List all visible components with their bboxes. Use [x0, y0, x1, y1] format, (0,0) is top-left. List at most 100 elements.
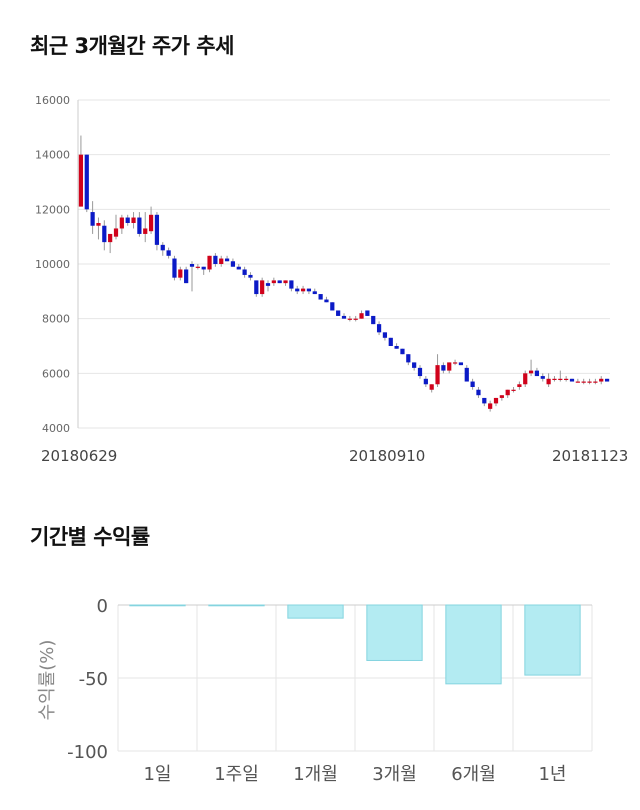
- period-return-title: 기간별 수익률: [30, 525, 150, 549]
- candle-body: [90, 212, 95, 226]
- candle-body: [336, 310, 341, 316]
- candle-body: [376, 324, 382, 333]
- candle-body: [154, 214, 160, 245]
- price-tick-label: 8000: [42, 313, 70, 326]
- candle-body: [213, 255, 218, 264]
- candle-body: [558, 378, 563, 380]
- candle-body: [119, 217, 124, 229]
- candle-body: [242, 269, 247, 275]
- return-category-label: 1개월: [293, 764, 338, 785]
- candle-body: [517, 384, 522, 387]
- return-bar: [445, 604, 502, 685]
- candle-body: [254, 280, 259, 295]
- return-category-label: 3개월: [372, 764, 417, 785]
- candle-body: [564, 378, 569, 380]
- candle-body: [236, 266, 241, 270]
- candle-body: [423, 378, 428, 385]
- candle-body: [172, 258, 177, 278]
- candle-body: [341, 315, 347, 319]
- candle-body: [429, 384, 434, 390]
- candle-body: [248, 274, 253, 278]
- candle-body: [523, 373, 528, 385]
- candle-body: [330, 302, 335, 311]
- return-tick-label: -50: [79, 669, 108, 690]
- return-bar: [524, 604, 581, 676]
- candle-body: [587, 381, 592, 383]
- candle-body: [493, 397, 499, 404]
- date-tick-label: 20180910: [349, 447, 425, 465]
- date-tick-label: 20181123: [552, 447, 628, 465]
- candle-body: [511, 389, 516, 391]
- candle-body: [224, 258, 230, 262]
- price-tick-label: 14000: [35, 149, 70, 162]
- candle-body: [604, 378, 610, 382]
- candle-body: [219, 258, 224, 264]
- candle-body: [277, 280, 282, 284]
- candle-body: [260, 280, 265, 295]
- candle-body: [552, 378, 557, 380]
- candle-body: [318, 294, 323, 300]
- candle-body: [417, 367, 423, 377]
- return-category-label: 1주일: [214, 764, 259, 785]
- candle-body: [312, 291, 317, 295]
- return-y-axis-label: 수익률(%): [37, 640, 58, 721]
- candle-body: [137, 217, 142, 234]
- candle-body: [441, 365, 446, 371]
- candle-body: [546, 378, 551, 385]
- candle-body: [435, 365, 440, 385]
- candle-body: [265, 283, 271, 286]
- candle-body: [148, 214, 154, 232]
- candle-body: [113, 228, 119, 237]
- candle-body: [324, 299, 329, 303]
- candle-body: [581, 381, 586, 383]
- candle-body: [599, 378, 604, 382]
- candle-body: [488, 403, 493, 409]
- return-bar: [366, 604, 423, 661]
- candle-body: [569, 378, 575, 382]
- candle-body: [230, 261, 236, 267]
- candle-body: [283, 280, 288, 284]
- stock-trend-title: 최근 3개월간 주가 추세: [30, 34, 234, 58]
- return-bar: [208, 604, 265, 607]
- candle-body: [452, 362, 458, 364]
- candle-body: [382, 332, 388, 338]
- candle-body: [388, 337, 393, 346]
- candle-body: [178, 269, 183, 278]
- candle-body: [108, 233, 113, 243]
- candle-body: [84, 154, 89, 210]
- candle-body: [271, 280, 276, 284]
- candle-body: [125, 217, 130, 223]
- candle-body: [347, 318, 352, 320]
- price-tick-label: 6000: [42, 367, 70, 380]
- return-category-label: 1일: [143, 764, 171, 785]
- return-category-label: 6개월: [451, 764, 496, 785]
- candle-body: [482, 397, 487, 404]
- candle-body: [78, 154, 84, 207]
- candle-body: [464, 367, 469, 382]
- candle-body: [102, 225, 107, 243]
- candle-body: [476, 389, 481, 396]
- candle-body: [143, 228, 148, 234]
- candle-body: [207, 255, 212, 270]
- candle-body: [195, 266, 200, 268]
- period-return-bar-chart: 0 -50 -100 1일 1주일 1개월 3개월 6개월 1년 수익률(%): [37, 596, 593, 785]
- candle-body: [593, 381, 598, 383]
- candle-body: [371, 315, 376, 325]
- candle-body: [534, 370, 540, 377]
- candle-body: [540, 376, 545, 379]
- return-category-label: 1년: [538, 764, 566, 785]
- candle-body: [289, 280, 294, 289]
- candle-body: [359, 313, 364, 319]
- candle-body: [406, 354, 411, 363]
- candle-body: [447, 362, 452, 371]
- stock-candlestick-chart: 16000 14000 12000 10000 8000 6000 4000 20180629…: [35, 94, 628, 465]
- candle-body: [300, 288, 306, 292]
- candle-body: [166, 250, 171, 256]
- candle-body: [412, 362, 417, 368]
- price-tick-label: 16000: [35, 94, 70, 107]
- candle-body: [499, 395, 504, 398]
- candle-body: [184, 269, 189, 284]
- candle-body: [306, 288, 312, 292]
- price-tick-label: 12000: [35, 203, 70, 216]
- return-bar: [287, 604, 344, 619]
